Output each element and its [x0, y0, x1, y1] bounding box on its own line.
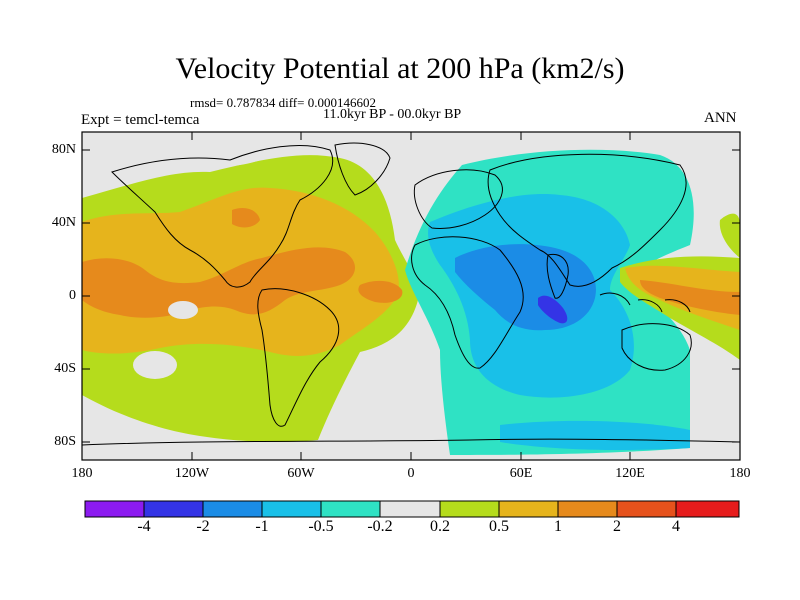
colorbar-bin-6 [379, 500, 441, 518]
coast-south-america [257, 288, 340, 427]
coast-europe [413, 169, 503, 229]
coast-india [546, 253, 569, 299]
colorbar-bin-8 [498, 500, 559, 518]
lat-label-40s: 40S [54, 361, 76, 376]
colorbar-label: 4 [672, 518, 680, 535]
colorbar-label: -2 [196, 518, 210, 535]
lon-label-0: 0 [407, 466, 415, 481]
coast-africa [411, 236, 524, 369]
colorbar-bin-11 [675, 500, 740, 518]
colorbar-bin-2 [143, 500, 204, 518]
lat-label-80s: 80S [54, 434, 76, 449]
colorbar-bin-3 [202, 500, 263, 518]
map-field [82, 132, 740, 460]
neutral-patch-2 [133, 351, 177, 379]
contour-negative-2 [538, 295, 568, 324]
coast-maritime [599, 292, 691, 313]
neutral-patch-3 [82, 132, 320, 195]
lat-label-80n: 80N [51, 142, 76, 157]
colorbar-label: 0.5 [489, 518, 509, 535]
colorbar-bin-7 [439, 500, 500, 518]
colorbar-bin-5 [320, 500, 381, 518]
contour-positive-1-c [232, 208, 260, 228]
colorbar-bin-9 [557, 500, 618, 518]
lon-label-180w: 180 [71, 466, 93, 481]
colorbar-bin-4 [261, 500, 322, 518]
contour-negative-0.5-b [500, 420, 690, 450]
lon-label-120w: 120W [174, 466, 210, 481]
colorbar-label: -0.2 [367, 518, 393, 535]
lon-label-60e: 60E [509, 466, 533, 481]
season-label: ANN [704, 110, 737, 126]
colorbar-label: -1 [255, 518, 269, 535]
coast-north-america [111, 145, 334, 288]
colorbar-bin-1 [84, 500, 145, 518]
tick-marks [81, 132, 741, 460]
lon-label-120e: 120E [615, 466, 645, 481]
coast-asia [487, 153, 687, 287]
map-title: Velocity Potential at 200 hPa (km2/s) [175, 52, 625, 85]
coastlines [82, 142, 740, 446]
lat-label-40n: 40N [51, 215, 76, 230]
coast-antarctica [82, 438, 740, 446]
colorbar-bin-10 [616, 500, 677, 518]
coast-australia [621, 323, 692, 371]
coast-greenland [334, 142, 391, 196]
colorbar-label: 1 [554, 518, 562, 535]
contour-positive-1-b [358, 280, 403, 303]
lon-label-60w: 60W [287, 466, 315, 481]
lat-label-0: 0 [69, 288, 76, 303]
colorbar-label: 2 [613, 518, 621, 535]
lon-label-180e: 180 [729, 466, 751, 481]
neutral-patch-1 [168, 301, 198, 319]
colorbar-label: -0.5 [308, 518, 334, 535]
colorbar-label: -4 [137, 518, 151, 535]
experiment-label: Expt = temcl-temca [81, 112, 200, 128]
stats-label: rmsd= 0.787834 diff= 0.000146602 [190, 95, 376, 110]
contour-positive-1 [82, 247, 356, 318]
colorbar-label: 0.2 [430, 518, 450, 535]
period-label: 11.0kyr BP - 00.0kyr BP [323, 107, 462, 122]
contour-positive-1-east [640, 280, 740, 315]
contour-positive-0.2-edge [719, 213, 740, 258]
colorbar [84, 500, 740, 518]
